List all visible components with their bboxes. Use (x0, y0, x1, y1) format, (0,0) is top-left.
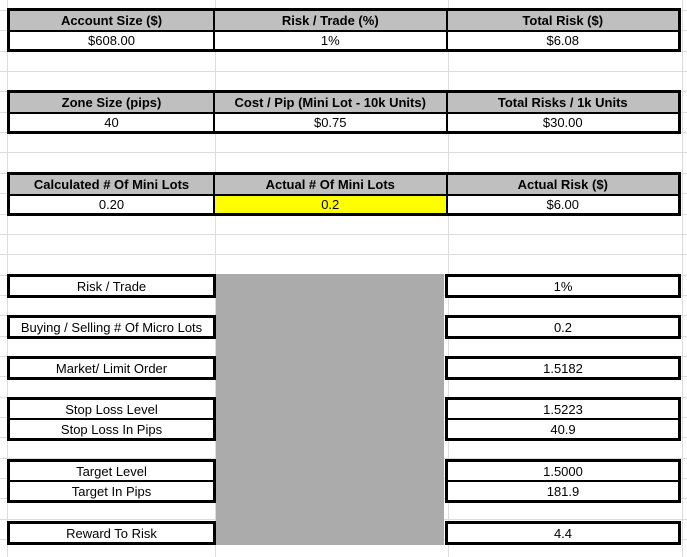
calculated-mini-lots-header: Calculated # Of Mini Lots (10, 175, 213, 194)
micro-lots-value[interactable]: 0.2 (553, 319, 573, 335)
stop-loss-level-value[interactable]: 1.5223 (543, 401, 583, 417)
zone-size-header: Zone Size (pips) (10, 93, 213, 112)
actual-risk-cell[interactable]: $6.00 (447, 196, 678, 213)
stop-loss-pips-label: Stop Loss In Pips (10, 418, 213, 438)
target-pips-value[interactable]: 181.9 (448, 480, 678, 500)
target-pips-label: Target In Pips (10, 480, 213, 500)
stop-loss-value-box[interactable]: 1.5223 40.9 (445, 397, 681, 441)
zone-cost-table: Zone Size (pips) Cost / Pip (Mini Lot - … (7, 90, 681, 134)
calculated-mini-lots-cell[interactable]: 0.20 (10, 196, 213, 213)
market-limit-order-value-box[interactable]: 1.5182 (445, 356, 681, 380)
market-limit-order-label: Market/ Limit Order (55, 360, 168, 376)
cost-per-pip-header: Cost / Pip (Mini Lot - 10k Units) (215, 93, 446, 112)
risk-per-trade-label-box: Risk / Trade (7, 274, 216, 298)
zone-size-cell[interactable]: 40 (10, 114, 213, 131)
risk-per-trade-cell[interactable]: 1% (215, 32, 446, 49)
micro-lots-value-box[interactable]: 0.2 (445, 315, 681, 339)
filled-gray-block (216, 274, 444, 545)
risk-per-trade-value[interactable]: 1% (553, 278, 573, 294)
micro-lots-label-box: Buying / Selling # Of Micro Lots (7, 315, 216, 339)
actual-mini-lots-cell[interactable]: 0.2 (215, 196, 446, 213)
cost-per-pip-cell[interactable]: $0.75 (215, 114, 446, 131)
stop-loss-level-label: Stop Loss Level (65, 401, 158, 417)
account-risk-table: Account Size ($) Risk / Trade (%) Total … (7, 8, 681, 52)
target-level-label: Target Level (76, 463, 147, 479)
target-value-box[interactable]: 1.5000 181.9 (445, 459, 681, 503)
target-label-box: Target Level Target In Pips (7, 459, 216, 503)
total-risk-cell[interactable]: $6.08 (447, 32, 678, 49)
risk-per-trade-label: Risk / Trade (76, 278, 147, 294)
actual-risk-header: Actual Risk ($) (447, 175, 678, 194)
stop-loss-label-box: Stop Loss Level Stop Loss In Pips (7, 397, 216, 441)
total-risks-1k-cell[interactable]: $30.00 (447, 114, 678, 131)
reward-to-risk-value-box[interactable]: 4.4 (445, 521, 681, 545)
risk-per-trade-value-box[interactable]: 1% (445, 274, 681, 298)
micro-lots-label: Buying / Selling # Of Micro Lots (20, 319, 203, 335)
risk-per-trade-header: Risk / Trade (%) (215, 11, 446, 30)
actual-mini-lots-header: Actual # Of Mini Lots (215, 175, 446, 194)
total-risk-header: Total Risk ($) (447, 11, 678, 30)
reward-to-risk-label: Reward To Risk (66, 525, 157, 541)
lot-calculation-table: Calculated # Of Mini Lots Actual # Of Mi… (7, 172, 681, 216)
reward-to-risk-label-box: Reward To Risk (7, 521, 216, 545)
stop-loss-pips-value[interactable]: 40.9 (448, 418, 678, 438)
account-size-cell[interactable]: $608.00 (10, 32, 213, 49)
target-level-value[interactable]: 1.5000 (543, 463, 583, 479)
market-limit-order-label-box: Market/ Limit Order (7, 356, 216, 380)
reward-to-risk-value[interactable]: 4.4 (553, 525, 573, 541)
total-risks-1k-header: Total Risks / 1k Units (447, 93, 678, 112)
market-limit-order-value[interactable]: 1.5182 (543, 360, 583, 376)
account-size-header: Account Size ($) (10, 11, 213, 30)
